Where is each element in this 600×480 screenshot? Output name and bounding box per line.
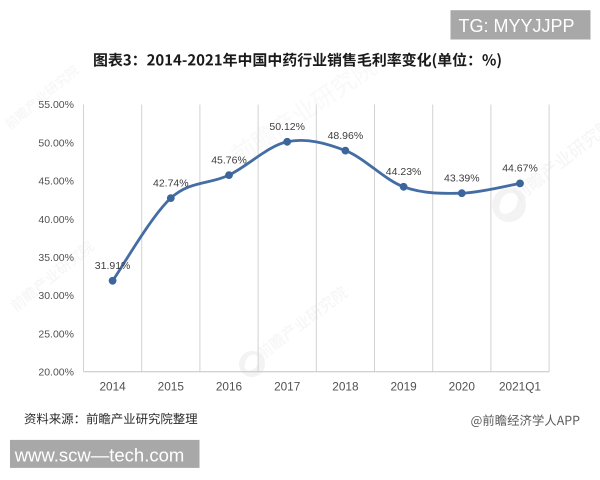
svg-text:42.74%: 42.74%	[153, 177, 189, 189]
svg-text:44.23%: 44.23%	[386, 166, 422, 178]
svg-text:2017: 2017	[274, 380, 300, 394]
svg-text:48.96%: 48.96%	[328, 130, 364, 142]
svg-text:45.00%: 45.00%	[38, 176, 74, 188]
svg-text:43.39%: 43.39%	[444, 172, 480, 184]
svg-text:55.00%: 55.00%	[38, 99, 74, 111]
svg-text:2014: 2014	[99, 380, 126, 394]
svg-text:44.67%: 44.67%	[502, 163, 538, 175]
svg-text:31.91%: 31.91%	[95, 260, 131, 272]
svg-text:40.00%: 40.00%	[38, 214, 74, 226]
svg-text:2018: 2018	[332, 380, 359, 394]
svg-text:2019: 2019	[390, 380, 416, 394]
svg-text:30.00%: 30.00%	[38, 290, 74, 302]
svg-text:35.00%: 35.00%	[38, 252, 74, 264]
svg-text:www.scw—tech.com: www.scw—tech.com	[14, 444, 185, 465]
svg-text:25.00%: 25.00%	[38, 328, 74, 340]
svg-text:2016: 2016	[216, 380, 243, 394]
svg-text:2021Q1: 2021Q1	[499, 380, 541, 394]
svg-text:45.76%: 45.76%	[211, 154, 247, 166]
svg-text:2020: 2020	[449, 380, 476, 394]
svg-text:2015: 2015	[158, 380, 185, 394]
svg-text:20.00%: 20.00%	[38, 367, 74, 379]
svg-text:TG: MYYJJPP: TG: MYYJJPP	[458, 16, 574, 36]
svg-text:50.00%: 50.00%	[38, 137, 74, 149]
svg-text:50.12%: 50.12%	[269, 121, 305, 133]
